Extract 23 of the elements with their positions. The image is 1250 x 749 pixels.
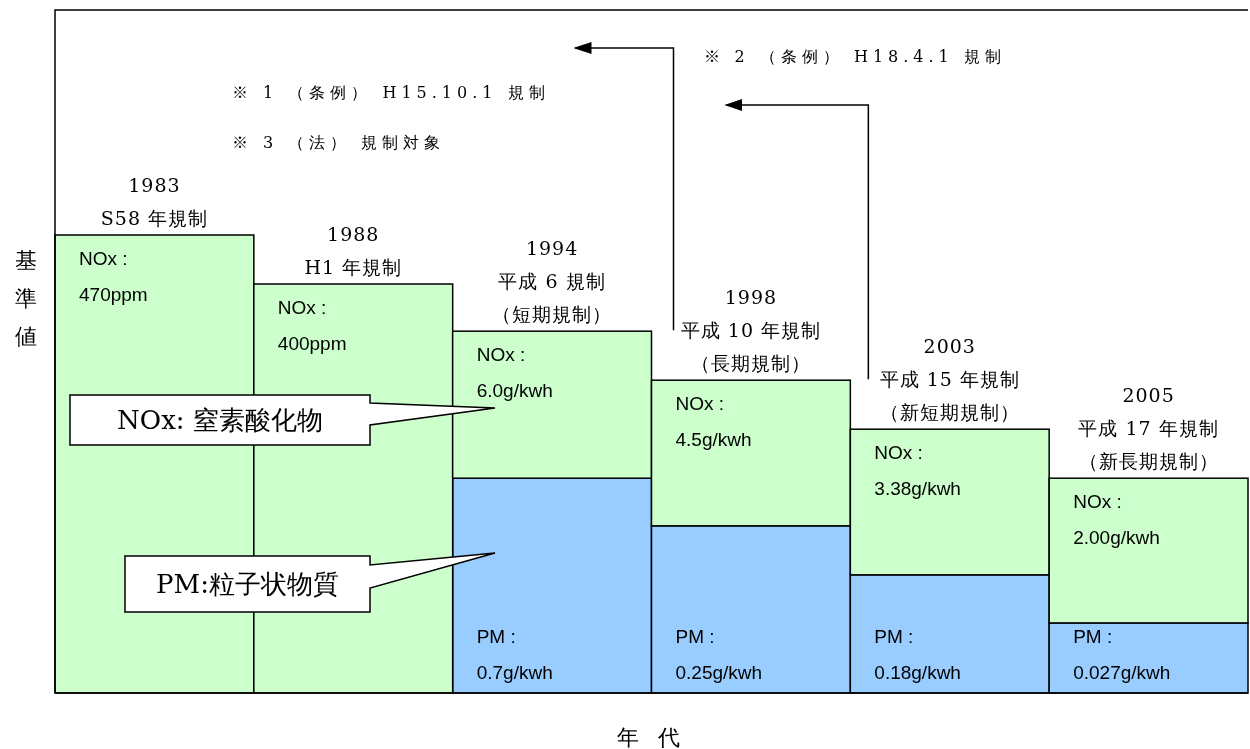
annotation: PM : 0.027g/kwh xyxy=(1073,626,1171,683)
annotation: NOx : 400ppm xyxy=(277,297,347,355)
x-tick-label: 2005 平成 17 年規制（新長期規制） xyxy=(1078,384,1219,473)
x-tick-label: 2003 平成 15 年規制（新短期規制） xyxy=(879,335,1020,424)
annotation: NOx: 窒素酸化物 xyxy=(117,405,323,435)
text: ※ 3 （法） 規制対象 xyxy=(232,133,446,152)
x-tick-label: 1983 S58 年規制 xyxy=(100,174,209,229)
annotation: NOx : 3.38g/kwh xyxy=(874,442,961,500)
x-tick-label: 1998 平成 10 年規制（長期規制） xyxy=(680,286,822,375)
y-axis-title: 基準値 xyxy=(15,248,37,349)
x-tick-label: 1994 平成 6 規制（短期規制） xyxy=(492,237,613,326)
callout: PM:粒子状物質 xyxy=(124,552,496,613)
annotation: PM : 0.7g/kwh xyxy=(476,626,553,683)
annotation: NOx : 470ppm xyxy=(79,248,148,305)
text: ※ 2 （条例） H18.4.1 規制 xyxy=(703,47,1006,66)
annotation: NOx : 2.00g/kwh xyxy=(1073,491,1160,549)
text: ※ 1 （条例） H15.10.1 規制 xyxy=(232,83,550,102)
annotation: PM : 0.18g/kwh xyxy=(874,626,961,683)
x-axis-title: 年 代 xyxy=(617,725,686,749)
annotation: PM : 0.25g/kwh xyxy=(675,626,763,683)
annotation: NOx : 4.5g/kwh xyxy=(675,393,752,451)
x-tick-label: 1988 H1 年規制 xyxy=(304,223,403,279)
annotation: PM:粒子状物質 xyxy=(156,569,339,599)
